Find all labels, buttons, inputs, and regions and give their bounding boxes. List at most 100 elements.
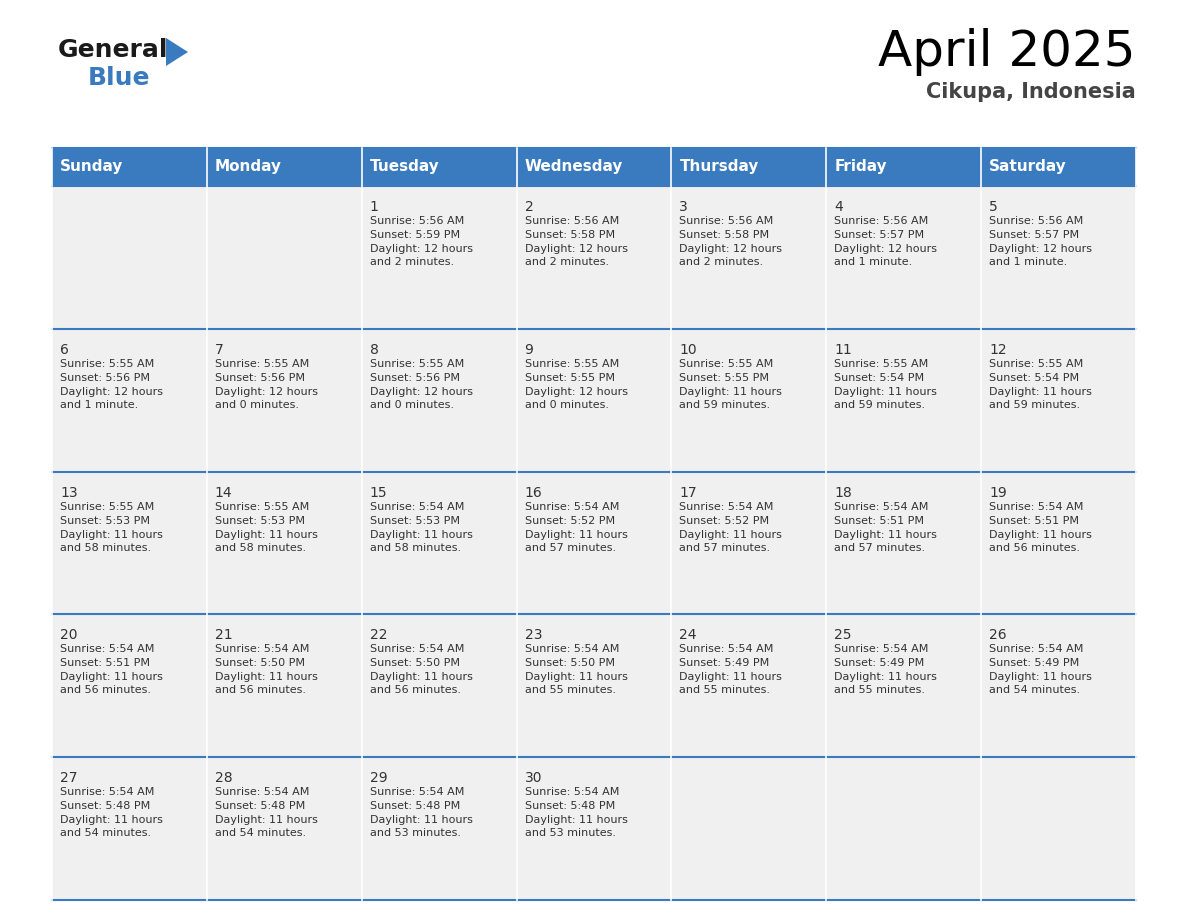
Text: 13: 13 xyxy=(61,486,77,499)
Text: and 58 minutes.: and 58 minutes. xyxy=(215,543,307,553)
Text: Sunset: 5:49 PM: Sunset: 5:49 PM xyxy=(680,658,770,668)
Text: 20: 20 xyxy=(61,629,77,643)
Text: and 58 minutes.: and 58 minutes. xyxy=(369,543,461,553)
Bar xyxy=(827,186,981,329)
Text: and 0 minutes.: and 0 minutes. xyxy=(525,400,608,409)
Bar xyxy=(827,614,981,757)
Text: Daylight: 11 hours: Daylight: 11 hours xyxy=(680,530,783,540)
Text: Wednesday: Wednesday xyxy=(525,160,623,174)
Text: and 2 minutes.: and 2 minutes. xyxy=(680,257,764,267)
Text: Sunset: 5:49 PM: Sunset: 5:49 PM xyxy=(834,658,924,668)
Text: Sunrise: 5:55 AM: Sunrise: 5:55 AM xyxy=(680,359,773,369)
Bar xyxy=(671,472,827,614)
Text: and 57 minutes.: and 57 minutes. xyxy=(834,543,925,553)
Text: and 55 minutes.: and 55 minutes. xyxy=(525,686,615,696)
Bar xyxy=(671,614,827,757)
Text: Daylight: 12 hours: Daylight: 12 hours xyxy=(834,244,937,254)
Text: Sunset: 5:56 PM: Sunset: 5:56 PM xyxy=(61,373,150,383)
Text: Daylight: 11 hours: Daylight: 11 hours xyxy=(525,530,627,540)
Text: Sunrise: 5:56 AM: Sunrise: 5:56 AM xyxy=(525,216,619,226)
Text: Daylight: 11 hours: Daylight: 11 hours xyxy=(369,530,473,540)
Text: Sunrise: 5:55 AM: Sunrise: 5:55 AM xyxy=(990,359,1083,369)
Text: Sunset: 5:57 PM: Sunset: 5:57 PM xyxy=(834,230,924,240)
Text: Sunset: 5:48 PM: Sunset: 5:48 PM xyxy=(61,801,150,812)
Text: Daylight: 11 hours: Daylight: 11 hours xyxy=(61,672,163,682)
Text: Sunset: 5:54 PM: Sunset: 5:54 PM xyxy=(834,373,924,383)
Bar xyxy=(361,329,517,472)
Text: Sunrise: 5:54 AM: Sunrise: 5:54 AM xyxy=(525,644,619,655)
Text: Tuesday: Tuesday xyxy=(369,160,440,174)
Text: and 53 minutes.: and 53 minutes. xyxy=(525,828,615,838)
Bar xyxy=(827,757,981,900)
Text: Blue: Blue xyxy=(88,66,151,90)
Text: Sunset: 5:59 PM: Sunset: 5:59 PM xyxy=(369,230,460,240)
Polygon shape xyxy=(166,38,188,66)
Text: Daylight: 11 hours: Daylight: 11 hours xyxy=(834,530,937,540)
Text: Daylight: 11 hours: Daylight: 11 hours xyxy=(990,530,1092,540)
Text: Sunset: 5:48 PM: Sunset: 5:48 PM xyxy=(525,801,615,812)
Text: Sunset: 5:48 PM: Sunset: 5:48 PM xyxy=(215,801,305,812)
Text: Sunrise: 5:54 AM: Sunrise: 5:54 AM xyxy=(990,644,1083,655)
Text: Sunrise: 5:54 AM: Sunrise: 5:54 AM xyxy=(369,501,465,511)
Text: Sunset: 5:52 PM: Sunset: 5:52 PM xyxy=(525,516,614,526)
Bar xyxy=(52,472,207,614)
Text: 8: 8 xyxy=(369,342,379,357)
Text: Sunset: 5:53 PM: Sunset: 5:53 PM xyxy=(369,516,460,526)
Text: Daylight: 11 hours: Daylight: 11 hours xyxy=(369,672,473,682)
Text: Sunset: 5:49 PM: Sunset: 5:49 PM xyxy=(990,658,1080,668)
Text: 9: 9 xyxy=(525,342,533,357)
Text: Daylight: 11 hours: Daylight: 11 hours xyxy=(61,530,163,540)
Bar xyxy=(517,614,671,757)
Text: Sunrise: 5:55 AM: Sunrise: 5:55 AM xyxy=(834,359,929,369)
Text: Daylight: 12 hours: Daylight: 12 hours xyxy=(680,244,783,254)
Bar xyxy=(207,757,361,900)
Text: Sunset: 5:51 PM: Sunset: 5:51 PM xyxy=(990,516,1079,526)
Text: 15: 15 xyxy=(369,486,387,499)
Text: and 58 minutes.: and 58 minutes. xyxy=(61,543,151,553)
Text: 6: 6 xyxy=(61,342,69,357)
Text: 30: 30 xyxy=(525,771,542,785)
Text: Daylight: 11 hours: Daylight: 11 hours xyxy=(215,672,317,682)
Text: 17: 17 xyxy=(680,486,697,499)
Text: and 59 minutes.: and 59 minutes. xyxy=(990,400,1080,409)
Text: Daylight: 12 hours: Daylight: 12 hours xyxy=(525,244,627,254)
Text: Sunrise: 5:55 AM: Sunrise: 5:55 AM xyxy=(215,359,309,369)
Text: Sunset: 5:56 PM: Sunset: 5:56 PM xyxy=(369,373,460,383)
Bar xyxy=(52,186,207,329)
Text: Sunday: Sunday xyxy=(61,160,124,174)
Text: Sunset: 5:54 PM: Sunset: 5:54 PM xyxy=(990,373,1079,383)
Text: 18: 18 xyxy=(834,486,852,499)
Text: Daylight: 11 hours: Daylight: 11 hours xyxy=(61,815,163,825)
Text: Daylight: 12 hours: Daylight: 12 hours xyxy=(369,386,473,397)
Text: Monday: Monday xyxy=(215,160,282,174)
Text: 5: 5 xyxy=(990,200,998,214)
Text: Saturday: Saturday xyxy=(990,160,1067,174)
Text: Sunrise: 5:56 AM: Sunrise: 5:56 AM xyxy=(834,216,929,226)
Bar xyxy=(361,472,517,614)
Bar xyxy=(517,472,671,614)
Text: Sunset: 5:57 PM: Sunset: 5:57 PM xyxy=(990,230,1079,240)
Bar xyxy=(361,148,517,186)
Text: Daylight: 12 hours: Daylight: 12 hours xyxy=(61,386,163,397)
Text: Daylight: 11 hours: Daylight: 11 hours xyxy=(990,672,1092,682)
Text: and 54 minutes.: and 54 minutes. xyxy=(990,686,1080,696)
Bar xyxy=(361,757,517,900)
Text: 21: 21 xyxy=(215,629,233,643)
Text: 29: 29 xyxy=(369,771,387,785)
Text: and 57 minutes.: and 57 minutes. xyxy=(525,543,615,553)
Bar xyxy=(671,329,827,472)
Bar xyxy=(981,472,1136,614)
Text: 28: 28 xyxy=(215,771,233,785)
Bar xyxy=(517,757,671,900)
Text: 22: 22 xyxy=(369,629,387,643)
Text: Sunrise: 5:54 AM: Sunrise: 5:54 AM xyxy=(990,501,1083,511)
Text: Sunrise: 5:54 AM: Sunrise: 5:54 AM xyxy=(525,501,619,511)
Text: Daylight: 11 hours: Daylight: 11 hours xyxy=(680,672,783,682)
Text: Sunrise: 5:54 AM: Sunrise: 5:54 AM xyxy=(525,788,619,797)
Text: Sunrise: 5:54 AM: Sunrise: 5:54 AM xyxy=(680,501,773,511)
Text: Daylight: 11 hours: Daylight: 11 hours xyxy=(525,815,627,825)
Text: Daylight: 11 hours: Daylight: 11 hours xyxy=(834,672,937,682)
Text: Daylight: 11 hours: Daylight: 11 hours xyxy=(369,815,473,825)
Bar xyxy=(981,757,1136,900)
Text: Thursday: Thursday xyxy=(680,160,759,174)
